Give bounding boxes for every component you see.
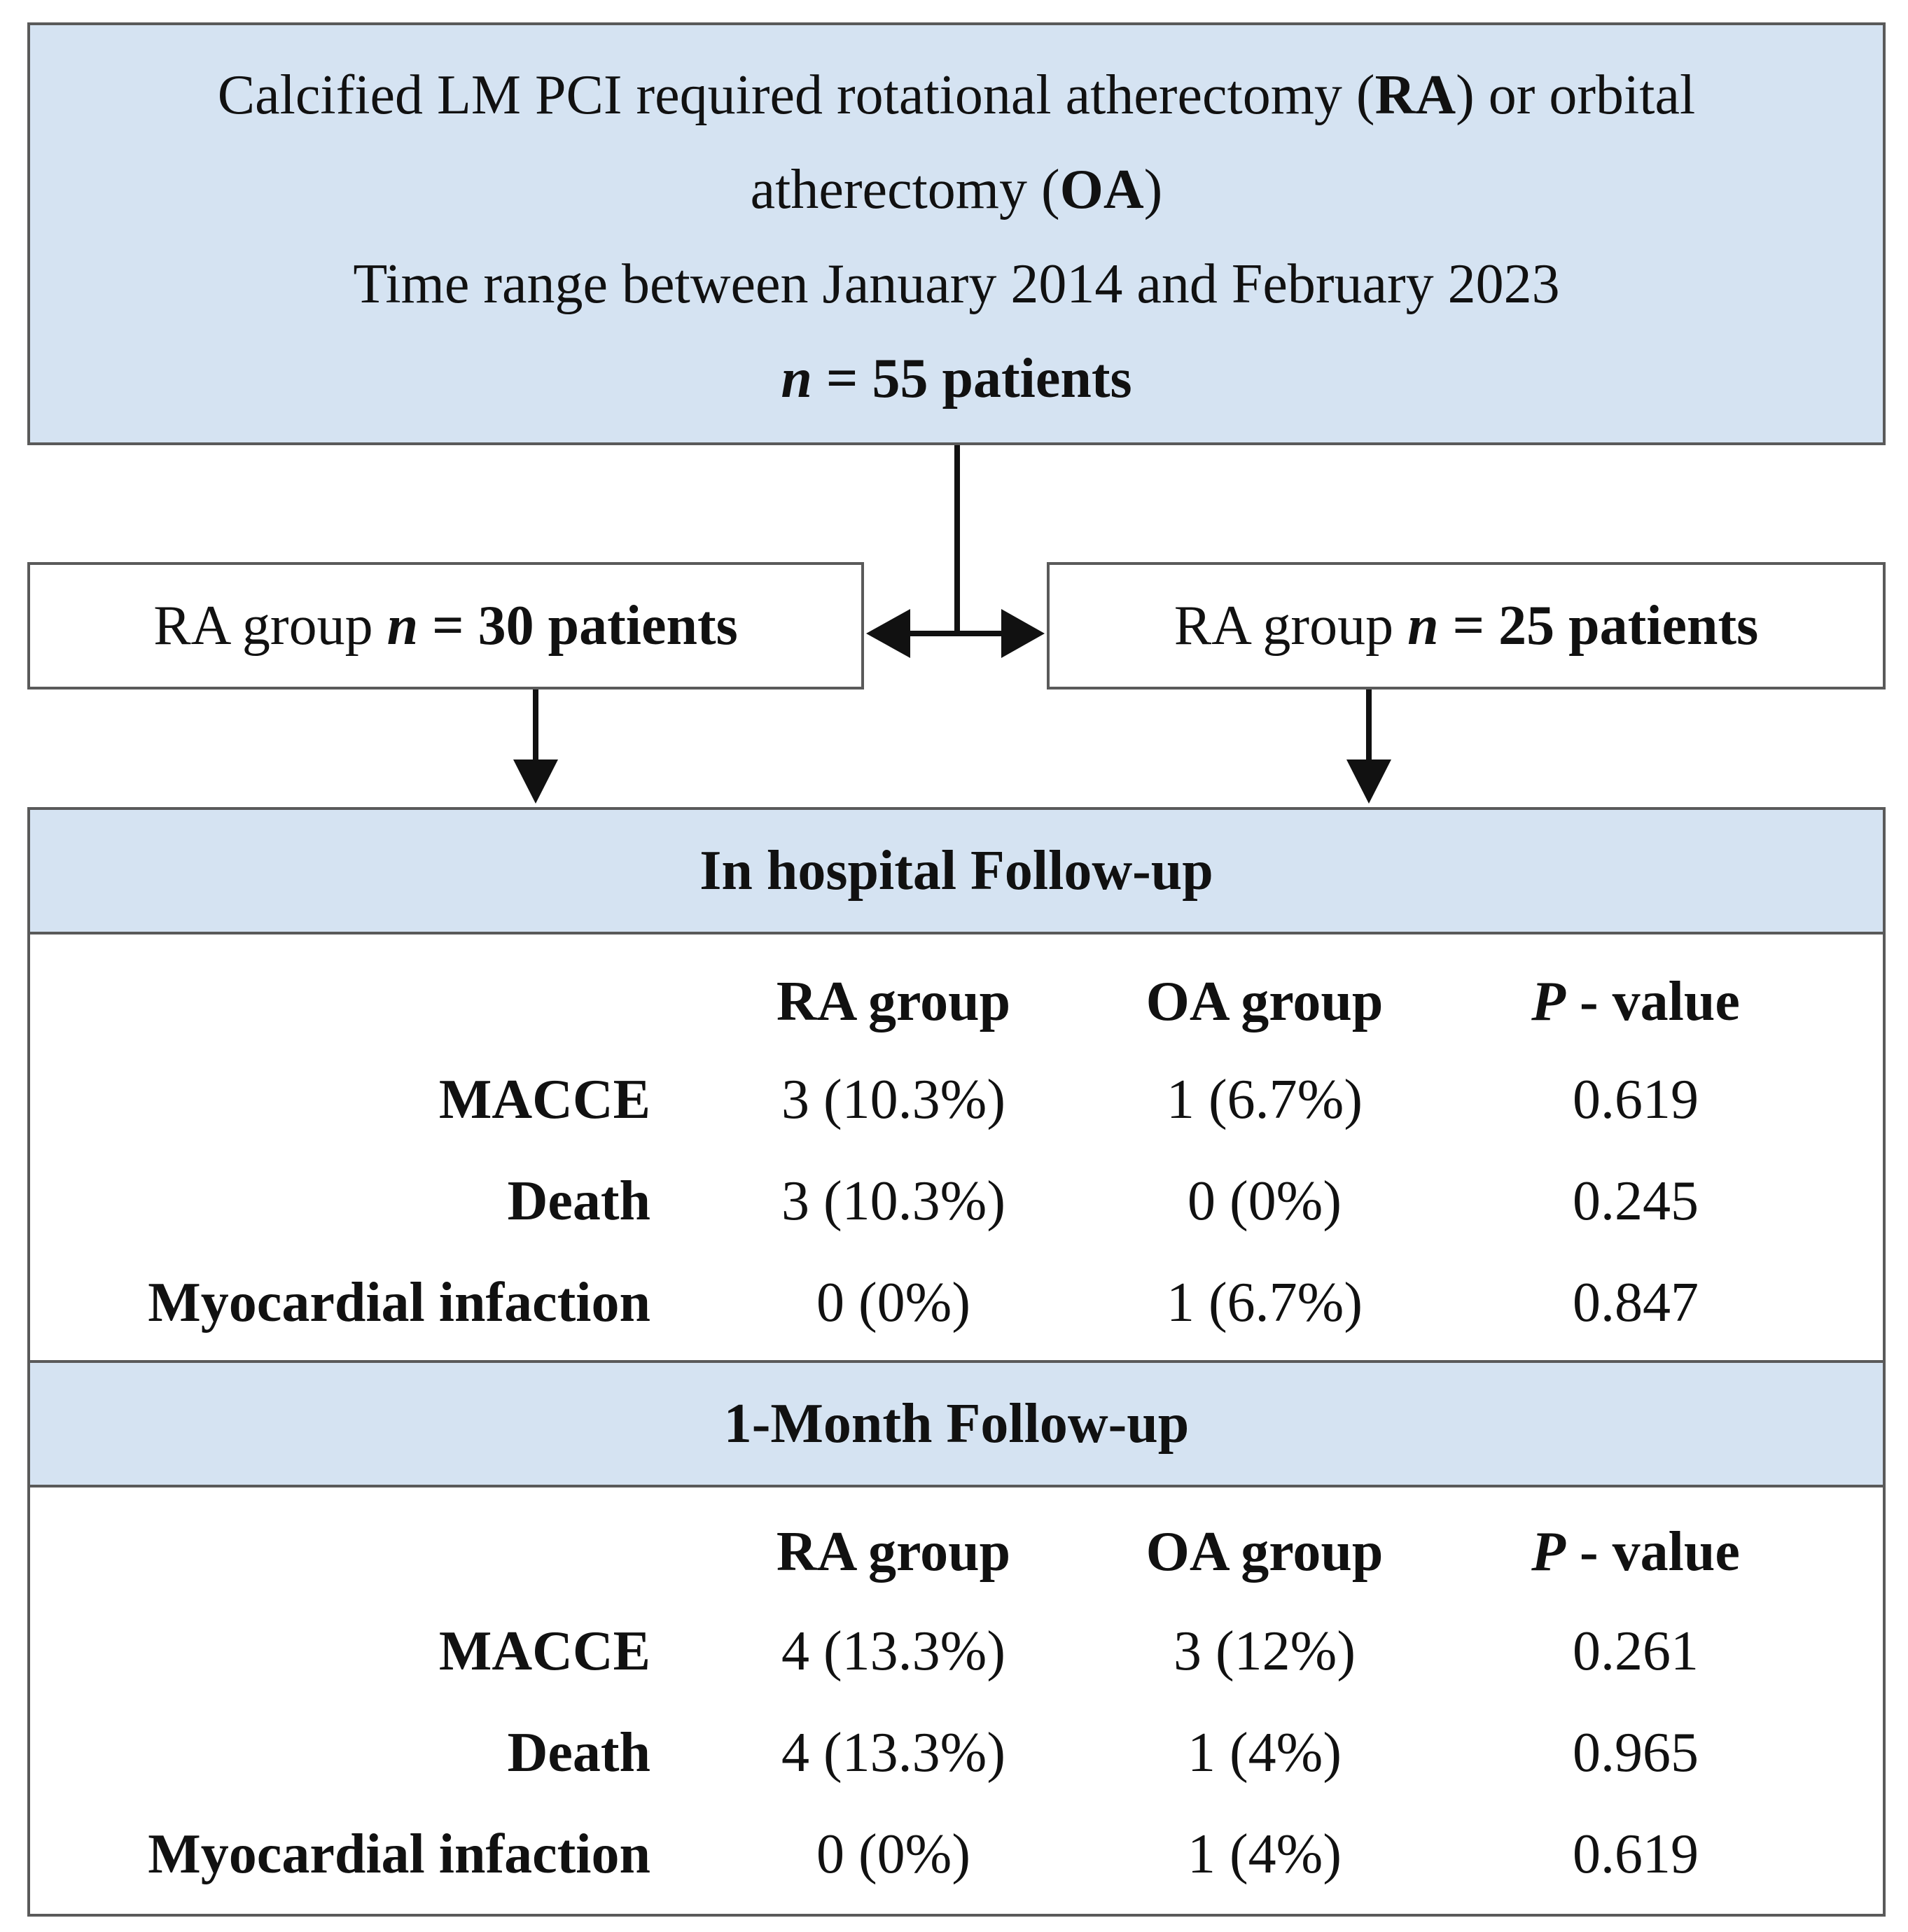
group-label: RA group [1174, 594, 1408, 657]
row-label-macce: MACCE [438, 1620, 650, 1682]
study-description-line-2: atherectomy (OA) [750, 159, 1163, 220]
group-count: = 25 patients [1438, 594, 1759, 657]
table-cell: 0.619 [1573, 1069, 1699, 1130]
row-label-myocardial-infaction: Myocardial infaction [148, 1272, 650, 1334]
table-cell: 3 (12%) [1174, 1620, 1356, 1682]
row-label-death: Death [507, 1722, 650, 1784]
group-label: RA group [153, 594, 387, 657]
column-header-oa: OA group [1146, 1521, 1384, 1583]
group-n-symbol: n [387, 594, 419, 657]
study-description-line-1: Calcified LM PCI required rotational ath… [217, 64, 1696, 126]
left-group-box: RA group n = 30 patients [27, 562, 864, 690]
column-header-ra: RA group [776, 1521, 1011, 1583]
column-header-p: P - value [1531, 1521, 1740, 1583]
table-cell: 4 (13.3%) [781, 1722, 1005, 1784]
study-population-box: Calcified LM PCI required rotational ath… [27, 22, 1886, 445]
table-cell: 4 (13.3%) [781, 1620, 1005, 1682]
total-patients-text: n = 55 patients [781, 348, 1132, 410]
table-cell: 1 (4%) [1188, 1722, 1342, 1784]
arrow-left-head [866, 609, 910, 658]
table-cell: 0.619 [1573, 1823, 1699, 1885]
table-cell: 3 (10.3%) [781, 1170, 1005, 1232]
column-header-oa: OA group [1146, 971, 1384, 1032]
group-n-symbol: n [1407, 594, 1439, 657]
table-cell: 0 (0%) [1188, 1170, 1342, 1232]
table-cell: 0.261 [1573, 1620, 1699, 1682]
row-label-myocardial-infaction: Myocardial infaction [148, 1823, 650, 1885]
arrow-right-head [1001, 609, 1045, 658]
row-label-death: Death [507, 1170, 650, 1232]
table-cell: 0.965 [1573, 1722, 1699, 1784]
column-header-ra: RA group [776, 971, 1011, 1032]
group-count: = 30 patients [418, 594, 738, 657]
table-cell: 0.245 [1573, 1170, 1699, 1232]
table-cell: 1 (6.7%) [1167, 1069, 1363, 1130]
table-cell: 0 (0%) [816, 1272, 970, 1334]
column-header-p: P - value [1531, 971, 1740, 1032]
table-cell: 0.847 [1573, 1272, 1699, 1334]
row-label-macce: MACCE [438, 1069, 650, 1130]
arrow-down-left-head [513, 760, 558, 804]
table-cell: 1 (6.7%) [1167, 1272, 1363, 1334]
table-cell: 3 (10.3%) [781, 1069, 1005, 1130]
arrow-down-right-head [1346, 760, 1391, 804]
results-table-box: In hospital Follow-up RA group OA group … [27, 807, 1886, 1917]
right-group-box: RA group n = 25 patients [1047, 562, 1886, 690]
table-cell: 0 (0%) [816, 1823, 970, 1885]
in-hospital-header: In hospital Follow-up [30, 810, 1883, 934]
one-month-header: 1-Month Follow-up [30, 1360, 1883, 1488]
table-cell: 1 (4%) [1188, 1823, 1342, 1885]
time-range-text: Time range between January 2014 and Febr… [353, 253, 1560, 315]
